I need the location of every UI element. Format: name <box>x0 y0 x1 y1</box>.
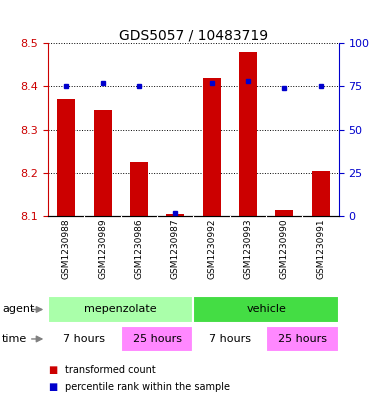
Text: ■: ■ <box>48 365 57 375</box>
Bar <box>275 209 293 216</box>
Text: ■: ■ <box>48 382 57 392</box>
Bar <box>94 110 112 216</box>
Text: 25 hours: 25 hours <box>278 334 327 344</box>
Text: percentile rank within the sample: percentile rank within the sample <box>65 382 231 392</box>
Bar <box>121 326 194 352</box>
Bar <box>130 162 148 216</box>
Text: GSM1230990: GSM1230990 <box>280 219 289 279</box>
Text: mepenzolate: mepenzolate <box>84 305 157 314</box>
Bar <box>194 296 339 323</box>
Bar <box>166 214 184 216</box>
Text: GSM1230986: GSM1230986 <box>134 219 144 279</box>
Bar <box>194 326 266 352</box>
Title: GDS5057 / 10483719: GDS5057 / 10483719 <box>119 28 268 42</box>
Text: GSM1230989: GSM1230989 <box>98 219 107 279</box>
Bar <box>266 326 339 352</box>
Text: GSM1230991: GSM1230991 <box>316 219 325 279</box>
Text: time: time <box>2 334 27 344</box>
Text: GSM1230992: GSM1230992 <box>207 219 216 279</box>
Text: GSM1230987: GSM1230987 <box>171 219 180 279</box>
Bar <box>203 78 221 216</box>
Bar <box>48 296 194 323</box>
Bar <box>239 52 257 216</box>
Text: 7 hours: 7 hours <box>209 334 251 344</box>
Text: GSM1230993: GSM1230993 <box>243 219 253 279</box>
Text: 7 hours: 7 hours <box>64 334 105 344</box>
Text: GSM1230988: GSM1230988 <box>62 219 71 279</box>
Text: 25 hours: 25 hours <box>132 334 182 344</box>
Text: vehicle: vehicle <box>246 305 286 314</box>
Text: agent: agent <box>2 305 34 314</box>
Bar <box>311 171 330 216</box>
Bar <box>57 99 75 216</box>
Text: transformed count: transformed count <box>65 365 156 375</box>
Bar <box>48 326 121 352</box>
